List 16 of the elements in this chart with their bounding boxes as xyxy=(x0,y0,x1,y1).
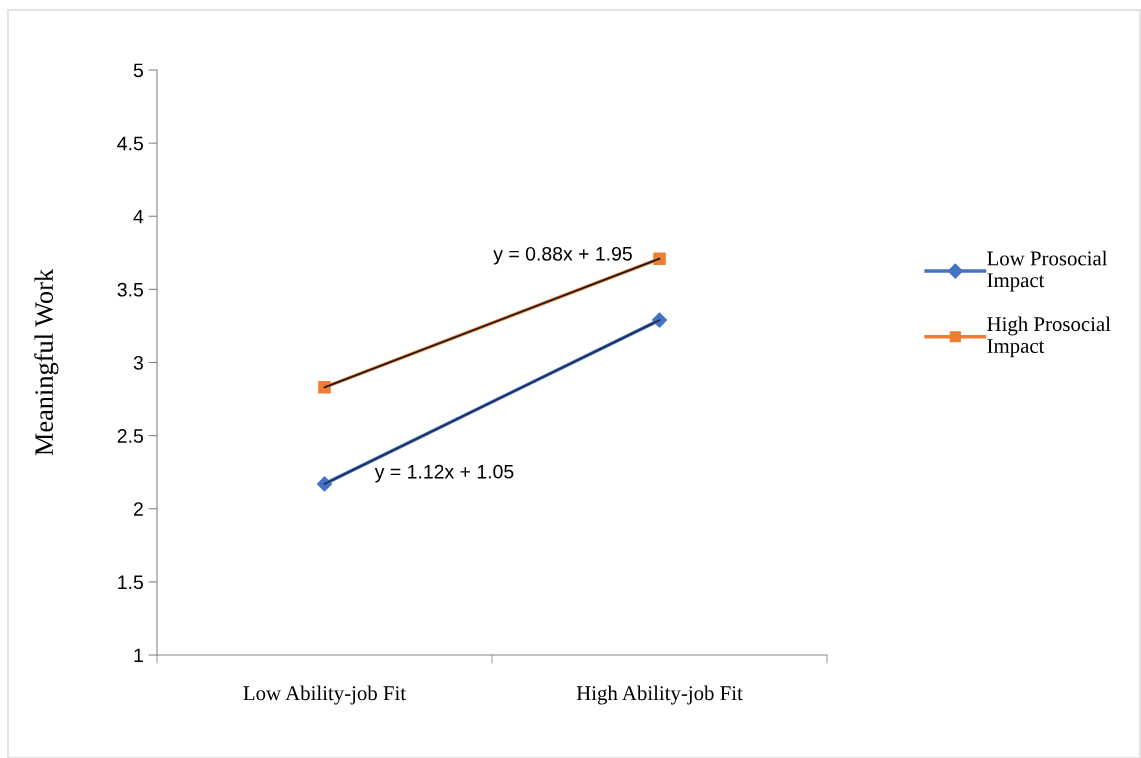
y-tick-label: 4.5 xyxy=(117,136,143,151)
y-tick-label: 3.5 xyxy=(117,282,143,297)
y-tick-label: 4 xyxy=(133,209,144,224)
y-tick-label: 1 xyxy=(134,648,143,663)
y-tick-label: 3 xyxy=(133,355,143,370)
y-tick-label: 5 xyxy=(133,63,143,78)
annotation: y = 0.88x + 1.95 xyxy=(493,246,632,265)
legend-label: High Prosocial Impact xyxy=(987,316,1111,358)
y-tick-label: 1.5 xyxy=(118,575,143,590)
legend-label: Low Prosocial Impact xyxy=(987,250,1108,292)
y-tick-label: 2 xyxy=(133,502,143,516)
x-tick-label: Low Ability-job Fit xyxy=(243,685,406,705)
x-tick-label: High Ability-job Fit xyxy=(576,685,743,705)
y-tick-label: 2.5 xyxy=(117,429,143,443)
annotation: y = 1.12x + 1.05 xyxy=(374,464,514,483)
y-axis-title: Meaningful Work xyxy=(34,268,59,456)
